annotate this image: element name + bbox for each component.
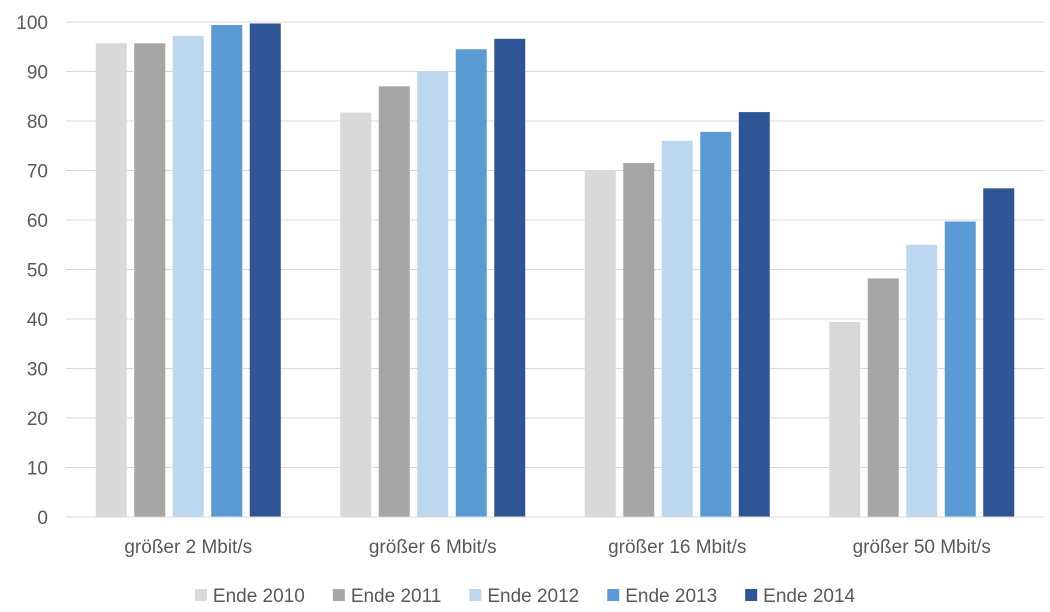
legend-item: Ende 2013 (607, 586, 717, 607)
bar (661, 140, 693, 518)
bar (867, 278, 899, 517)
bar (983, 188, 1015, 517)
y-tick-label: 60 (27, 211, 48, 232)
legend-item: Ende 2012 (469, 586, 579, 607)
bar (249, 23, 281, 518)
y-tick-label: 90 (27, 63, 48, 84)
x-tick-label: größer 16 Mbit/s (608, 537, 746, 558)
bar (134, 43, 166, 517)
legend-swatch (332, 589, 345, 601)
y-tick-label: 80 (27, 112, 48, 133)
bar (378, 86, 410, 517)
x-tick-label: größer 2 Mbit/s (124, 537, 252, 558)
bars (95, 23, 1015, 518)
bar (623, 163, 655, 517)
legend-label: Ende 2014 (763, 586, 855, 607)
y-tick-label: 40 (27, 310, 48, 331)
legend-item: Ende 2010 (194, 586, 305, 607)
bar (829, 321, 861, 517)
bar (738, 112, 770, 517)
x-axis: größer 2 Mbit/s größer 6 Mbit/s größer 16 … (66, 516, 1044, 558)
bar (944, 221, 976, 518)
bar (700, 131, 732, 517)
legend-item: Ende 2014 (745, 586, 856, 607)
bar (172, 35, 204, 518)
bar (95, 43, 127, 517)
y-tick-label: 50 (27, 261, 48, 282)
bar (906, 244, 938, 517)
y-tick-label: 20 (27, 409, 48, 430)
x-tick-label: größer 50 Mbit/s (853, 537, 991, 558)
bar (417, 71, 449, 517)
y-tick-label: 0 (37, 508, 48, 529)
bar (455, 49, 487, 517)
y-tick-label: 30 (27, 360, 48, 381)
bar (584, 170, 616, 517)
y-tick-label: 100 (16, 13, 48, 34)
legend-label: Ende 2013 (625, 586, 717, 607)
legend-item: Ende 2011 (332, 586, 442, 607)
bar (494, 38, 526, 517)
legend-swatch (194, 589, 207, 601)
legend-swatch (469, 589, 482, 601)
y-tick-label: 10 (27, 459, 48, 480)
legend-swatch (745, 589, 758, 601)
y-axis: 0 10 20 30 40 50 60 70 80 90 100 (16, 13, 48, 529)
bar (340, 112, 372, 518)
y-tick-label: 70 (27, 162, 48, 183)
legend-swatch (607, 589, 620, 601)
x-tick-label: größer 6 Mbit/s (369, 537, 497, 558)
legend-label: Ende 2010 (213, 586, 305, 607)
bar (211, 24, 243, 517)
legend: Ende 2010 Ende 2011 Ende 2012 Ende 2013 Ende… (194, 586, 856, 607)
legend-label: Ende 2012 (487, 586, 579, 607)
legend-label: Ende 2011 (351, 586, 442, 607)
